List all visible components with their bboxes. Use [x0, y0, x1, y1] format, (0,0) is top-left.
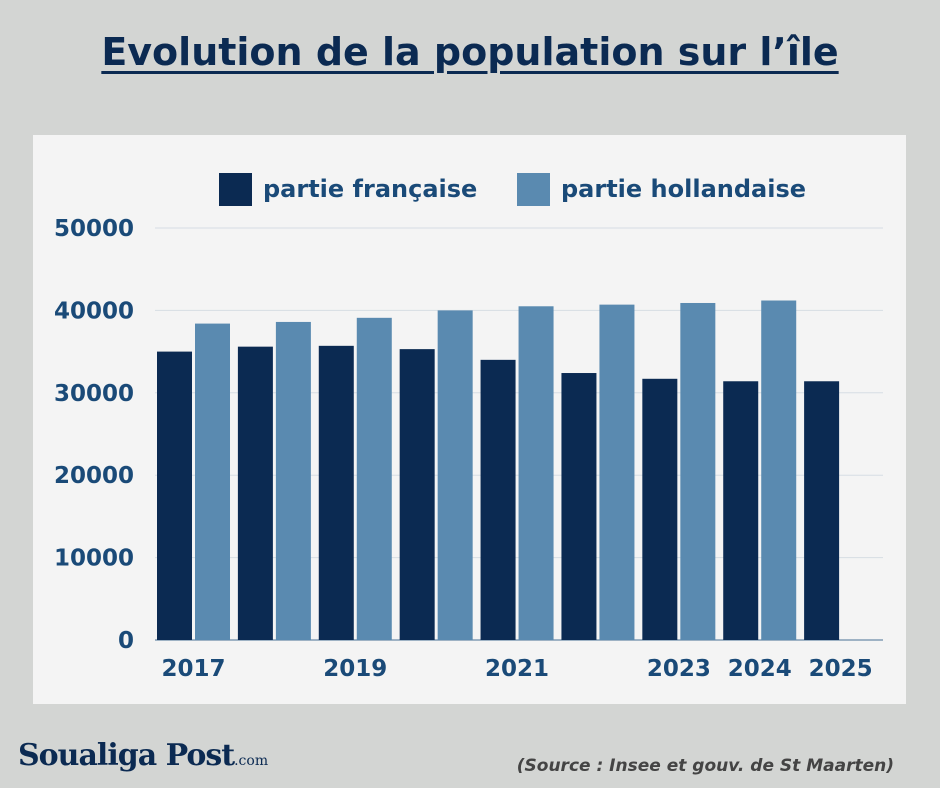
chart-panel: 0 10000 20000 30000 40000 50000 2017 2019 2021 20… — [33, 135, 906, 704]
bar-hollandaise — [680, 302, 716, 640]
bar-hollandaise — [195, 323, 230, 640]
soualiga-post-logo: Soualiga Post.com — [18, 738, 268, 773]
bar-francaise — [318, 345, 354, 640]
y-tick-label: 40000 — [54, 298, 134, 324]
x-tick-label: 2025 — [809, 656, 873, 682]
x-tick-label: 2019 — [323, 656, 387, 682]
legend-label: partie française — [263, 175, 477, 203]
x-tick-label: 2023 — [647, 656, 711, 682]
bar-francaise — [723, 381, 759, 640]
legend-swatch — [219, 173, 252, 206]
chart-title: Evolution de la population sur l’île — [101, 30, 839, 74]
bar-francaise — [642, 378, 678, 640]
bar-francaise — [157, 351, 192, 640]
y-tick-label: 10000 — [54, 546, 134, 572]
y-tick-label: 50000 — [54, 216, 134, 242]
bar-hollandaise — [518, 306, 554, 640]
logo-suffix: .com — [234, 753, 269, 769]
bar-francaise — [480, 359, 516, 640]
y-tick-label: 0 — [118, 628, 134, 654]
bar-hollandaise — [356, 317, 392, 640]
bar-francaise — [804, 381, 840, 640]
bar-francaise — [237, 346, 273, 640]
legend-label: partie hollandaise — [561, 175, 806, 203]
bar-hollandaise — [275, 321, 311, 640]
x-tick-label: 2017 — [161, 656, 225, 682]
bar-francaise — [399, 349, 435, 640]
logo-text: Soualiga Post — [18, 738, 235, 773]
bar-hollandaise — [437, 310, 473, 640]
y-tick-label: 20000 — [54, 463, 134, 489]
source-note: (Source : Insee et gouv. de St Maarten) — [516, 756, 894, 776]
bar-francaise — [561, 373, 597, 640]
y-tick-label: 30000 — [54, 381, 134, 407]
bar-hollandaise — [761, 300, 797, 640]
bar-hollandaise — [599, 304, 635, 640]
x-tick-label: 2021 — [485, 656, 549, 682]
legend-swatch — [517, 173, 550, 206]
bar-chart: 0 10000 20000 30000 40000 50000 2017 2019 2021 20… — [54, 173, 883, 682]
x-tick-label: 2024 — [728, 656, 792, 682]
